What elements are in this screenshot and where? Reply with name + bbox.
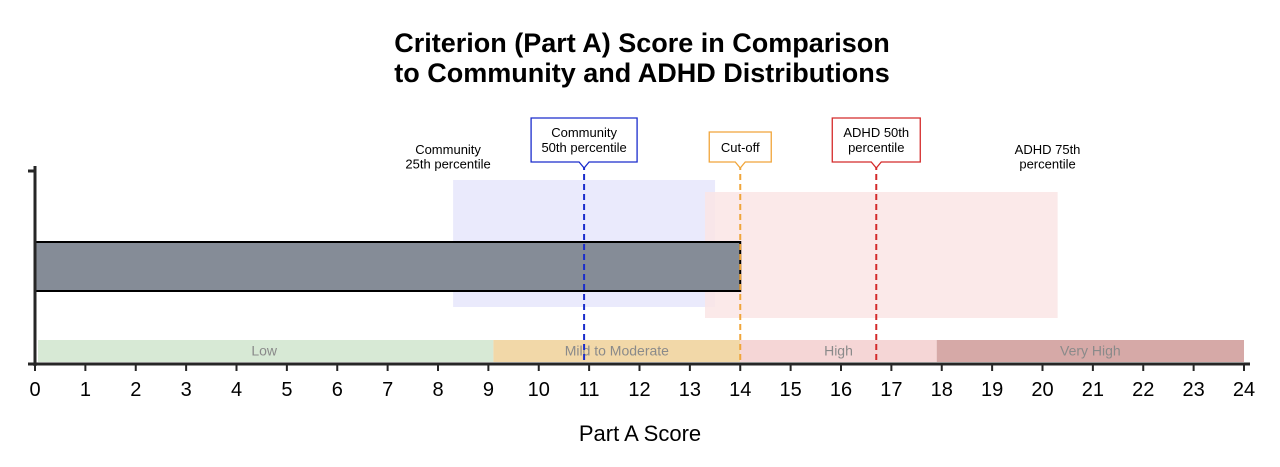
x-tick-label: 20 xyxy=(1031,379,1053,401)
adhd-50th-label: percentile xyxy=(848,140,904,155)
x-axis-label: Part A Score xyxy=(579,421,701,446)
x-tick-label: 5 xyxy=(281,379,292,401)
chart-title-line-2: to Community and ADHD Distributions xyxy=(394,58,889,88)
x-tick-layer: 0 1 2 3 4 5 6 7 8 9 10 11 12 13 14 15 16 17 18 19 20 21 22 23 24 xyxy=(29,364,1255,401)
severity-band-label-mild-to-moderate: Mild to Moderate xyxy=(565,343,669,359)
community-50th-label: Community xyxy=(551,125,617,140)
x-tick-label: 10 xyxy=(528,379,550,401)
adhd-75th-annotation: percentile xyxy=(1019,157,1075,172)
severity-band-low xyxy=(38,340,494,362)
distribution-range-adhd xyxy=(704,192,1058,318)
cut-off-label: Cut-off xyxy=(721,140,760,155)
severity-band-label-very-high: Very High xyxy=(1060,343,1121,359)
score-bar-layer xyxy=(34,241,742,292)
x-tick-label: 14 xyxy=(729,379,751,401)
severity-band-layer: Low Mild to Moderate High Very High xyxy=(38,340,1244,362)
x-tick-label: 19 xyxy=(981,379,1003,401)
x-tick-label: 24 xyxy=(1233,379,1255,401)
x-tick-label: 21 xyxy=(1082,379,1104,401)
x-tick-label: 22 xyxy=(1132,379,1154,401)
x-tick-label: 6 xyxy=(332,379,343,401)
x-tick-label: 2 xyxy=(130,379,141,401)
severity-band-very-high xyxy=(936,340,1244,362)
community-50th-callout-box xyxy=(530,117,638,170)
x-tick-label: 17 xyxy=(880,379,902,401)
x-tick-label: 0 xyxy=(29,379,40,401)
x-tick-label: 9 xyxy=(483,379,494,401)
x-tick-label: 7 xyxy=(382,379,393,401)
x-tick-label: 3 xyxy=(181,379,192,401)
x-tick-label: 16 xyxy=(830,379,852,401)
cut-off-callout-box xyxy=(708,131,772,170)
severity-band-high xyxy=(740,340,937,362)
x-tick-label: 8 xyxy=(432,379,443,401)
x-tick-label: 18 xyxy=(931,379,953,401)
adhd-75th-annotation: ADHD 75th xyxy=(1015,142,1081,157)
adhd-50th-label: ADHD 50th xyxy=(843,125,909,140)
x-tick-label: 4 xyxy=(231,379,242,401)
severity-band-mild-to-moderate xyxy=(493,340,741,362)
x-tick-label: 23 xyxy=(1183,379,1205,401)
community-25th-annotation: 25th percentile xyxy=(405,157,490,172)
x-tick-label: 13 xyxy=(679,379,701,401)
severity-band-label-low: Low xyxy=(251,343,278,359)
score-bar xyxy=(34,241,742,292)
x-tick-label: 15 xyxy=(780,379,802,401)
adhd-50th-callout-box xyxy=(831,117,921,170)
community-25th-annotation: Community xyxy=(415,142,481,157)
chart-title-line-1: Criterion (Part A) Score in Comparison xyxy=(394,28,890,58)
severity-band-label-high: High xyxy=(824,343,853,359)
x-tick-label: 11 xyxy=(579,379,600,401)
community-50th-label: 50th percentile xyxy=(541,140,626,155)
x-tick-label: 1 xyxy=(80,379,91,401)
x-tick-label: 12 xyxy=(628,379,650,401)
